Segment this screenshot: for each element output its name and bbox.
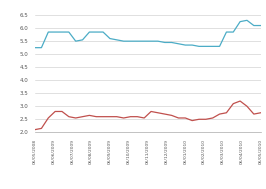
Gov't Canada 5 year bond yield [53, 110, 57, 113]
Posted 5 year fixed mortgage rate [122, 40, 125, 42]
Gov't Canada 5 year bond yield [47, 117, 50, 119]
Posted 5 year fixed mortgage rate [211, 45, 214, 47]
Gov't Canada 5 year bond yield [245, 105, 248, 107]
Posted 5 year fixed mortgage rate [190, 44, 194, 46]
Gov't Canada 5 year bond yield [156, 112, 160, 114]
Gov't Canada 5 year bond yield [40, 127, 43, 129]
Gov't Canada 5 year bond yield [204, 118, 207, 120]
Gov't Canada 5 year bond yield [177, 117, 180, 119]
Gov't Canada 5 year bond yield [122, 117, 125, 119]
Posted 5 year fixed mortgage rate [136, 40, 139, 42]
Posted 5 year fixed mortgage rate [245, 19, 248, 22]
Posted 5 year fixed mortgage rate [33, 46, 36, 49]
Posted 5 year fixed mortgage rate [67, 31, 70, 33]
Gov't Canada 5 year bond yield [88, 114, 91, 116]
Posted 5 year fixed mortgage rate [129, 40, 132, 42]
Gov't Canada 5 year bond yield [67, 115, 70, 118]
Posted 5 year fixed mortgage rate [259, 24, 262, 27]
Posted 5 year fixed mortgage rate [47, 31, 50, 33]
Gov't Canada 5 year bond yield [102, 115, 105, 118]
Gov't Canada 5 year bond yield [149, 110, 153, 113]
Posted 5 year fixed mortgage rate [95, 31, 98, 33]
Posted 5 year fixed mortgage rate [74, 40, 77, 42]
Gov't Canada 5 year bond yield [197, 118, 201, 120]
Gov't Canada 5 year bond yield [239, 100, 242, 102]
Gov't Canada 5 year bond yield [218, 113, 221, 115]
Gov't Canada 5 year bond yield [225, 112, 228, 114]
Posted 5 year fixed mortgage rate [53, 31, 57, 33]
Posted 5 year fixed mortgage rate [177, 43, 180, 45]
Gov't Canada 5 year bond yield [81, 115, 84, 118]
Posted 5 year fixed mortgage rate [163, 41, 166, 44]
Gov't Canada 5 year bond yield [232, 102, 235, 105]
Gov't Canada 5 year bond yield [163, 113, 166, 115]
Posted 5 year fixed mortgage rate [81, 39, 84, 41]
Posted 5 year fixed mortgage rate [40, 46, 43, 49]
Posted 5 year fixed mortgage rate [197, 45, 201, 47]
Gov't Canada 5 year bond yield [115, 115, 118, 118]
Posted 5 year fixed mortgage rate [143, 40, 146, 42]
Posted 5 year fixed mortgage rate [252, 24, 255, 27]
Gov't Canada 5 year bond yield [259, 112, 262, 114]
Posted 5 year fixed mortgage rate [184, 44, 187, 46]
Posted 5 year fixed mortgage rate [204, 45, 207, 47]
Line: Gov't Canada 5 year bond yield: Gov't Canada 5 year bond yield [35, 101, 261, 130]
Posted 5 year fixed mortgage rate [239, 20, 242, 23]
Gov't Canada 5 year bond yield [184, 117, 187, 119]
Posted 5 year fixed mortgage rate [170, 41, 173, 44]
Posted 5 year fixed mortgage rate [102, 31, 105, 33]
Posted 5 year fixed mortgage rate [60, 31, 64, 33]
Gov't Canada 5 year bond yield [170, 114, 173, 116]
Gov't Canada 5 year bond yield [190, 119, 194, 122]
Posted 5 year fixed mortgage rate [149, 40, 153, 42]
Posted 5 year fixed mortgage rate [88, 31, 91, 33]
Posted 5 year fixed mortgage rate [108, 37, 111, 40]
Gov't Canada 5 year bond yield [60, 110, 64, 113]
Posted 5 year fixed mortgage rate [115, 39, 118, 41]
Gov't Canada 5 year bond yield [108, 115, 111, 118]
Gov't Canada 5 year bond yield [143, 117, 146, 119]
Gov't Canada 5 year bond yield [136, 115, 139, 118]
Gov't Canada 5 year bond yield [129, 115, 132, 118]
Gov't Canada 5 year bond yield [74, 117, 77, 119]
Line: Posted 5 year fixed mortgage rate: Posted 5 year fixed mortgage rate [35, 20, 261, 48]
Posted 5 year fixed mortgage rate [156, 40, 160, 42]
Gov't Canada 5 year bond yield [252, 113, 255, 115]
Posted 5 year fixed mortgage rate [225, 31, 228, 33]
Posted 5 year fixed mortgage rate [232, 31, 235, 33]
Gov't Canada 5 year bond yield [33, 129, 36, 131]
Gov't Canada 5 year bond yield [95, 115, 98, 118]
Posted 5 year fixed mortgage rate [218, 45, 221, 47]
Gov't Canada 5 year bond yield [211, 117, 214, 119]
